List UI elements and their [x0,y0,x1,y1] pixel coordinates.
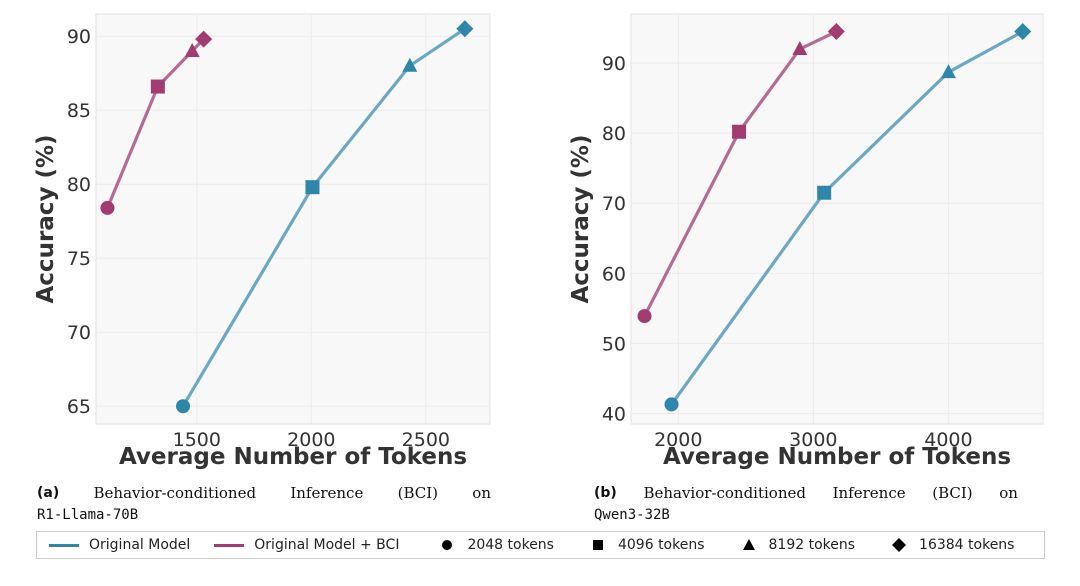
caption-a-word-2: Inference [290,484,364,502]
square-marker-icon [592,540,603,550]
triangle-marker-b-0-2 [940,64,956,79]
y-tick-label-b-1: 50 [602,333,626,355]
square-marker-b-1-1 [732,124,747,139]
legend-line-original [49,543,79,547]
triangle-marker-b-1-2 [792,41,808,56]
series-line-b-1 [643,30,838,317]
triangle-marker-a-1-2 [184,43,200,58]
diamond-marker-b-0-3 [1014,23,1032,41]
y-tick-label-a-4: 85 [67,100,91,122]
charts-canvas: 1500 2000 2500 65 70 75 80 85 90 Average Number o… [33,13,1044,470]
circle-marker-a-1-0 [100,200,115,215]
caption-b-word-1: Behavior-conditioned [643,484,806,502]
y-axis-label-a: Accuracy (%) [33,134,59,303]
series-line-b-0 [670,30,1024,406]
legend-label-original: Original Model [89,537,191,553]
legend-label-2048: 2048 tokens [467,537,554,553]
diamond-marker-a-1-3 [195,30,213,48]
legend-label-8192: 8192 tokens [768,537,856,553]
triangle-marker-icon [742,539,755,550]
caption-b-word-3: (BCI) [932,484,973,502]
circle-marker-icon [442,540,453,550]
legend-item-4096: 4096 tokens [590,537,705,553]
y-tick-label-a-1: 70 [67,322,91,344]
x-axis-label-a: Average Number of Tokens [119,444,467,470]
caption-b: (b) Behavior-conditioned Inference (BCI)… [594,482,1018,526]
circle-marker-b-1-0 [637,309,652,324]
legend: Original Model Original Model + BCI 2048… [36,531,1045,559]
y-tick-label-a-3: 80 [67,174,91,196]
legend-line-bci [214,543,245,547]
caption-b-model: Qwen3-32B [594,507,670,523]
y-tick-label-a-2: 75 [67,248,91,270]
y-tick-label-b-4: 80 [602,123,626,145]
diamond-marker-b-1-3 [827,23,845,41]
legend-item-bci: Original Model + BCI [214,537,399,553]
triangle-marker-a-0-2 [402,57,418,72]
x-tick-label-b-0: 2000 [654,429,702,451]
legend-item-16384: 16384 tokens [891,537,1014,553]
diamond-marker-icon [892,538,907,552]
caption-a-tag: (a) [37,485,60,501]
caption-b-word-2: Inference [832,484,906,502]
caption-a-word-4: on [472,484,491,502]
x-axis-label-b: Average Number of Tokens [663,444,1011,470]
y-tick-label-b-5: 90 [602,53,626,75]
square-marker-a-0-1 [305,180,320,195]
x-tick-label-b-1: 3000 [789,429,837,451]
x-tick-label-b-2: 4000 [924,429,972,451]
plot-area-b [630,13,1044,425]
y-axis-label-b: Accuracy (%) [568,134,594,303]
caption-b-tag: (b) [594,485,617,501]
legend-item-original: Original Model [49,537,190,553]
y-tick-label-b-2: 60 [602,263,626,285]
circle-marker-a-0-0 [176,399,191,414]
square-marker-b-0-1 [817,185,832,200]
caption-a-word-3: (BCI) [397,484,439,502]
y-tick-label-b-3: 70 [602,193,626,215]
x-tick-label-a-1: 2000 [287,429,335,451]
diamond-marker-a-0-3 [456,20,474,38]
legend-label-bci: Original Model + BCI [254,537,400,553]
x-tick-label-a-2: 2500 [402,429,450,451]
legend-label-4096: 4096 tokens [617,537,705,553]
legend-item-2048: 2048 tokens [439,537,554,553]
legend-label-16384: 16384 tokens [919,537,1015,553]
y-tick-label-a-5: 90 [67,26,91,48]
circle-marker-b-0-0 [664,397,679,412]
x-tick-label-a-0: 1500 [173,429,221,451]
series-line-a-1 [105,38,205,209]
series-line-a-0 [181,27,466,408]
y-tick-label-b-0: 40 [602,403,626,425]
caption-a-word-1: Behavior-conditioned [93,484,257,502]
caption-b-word-4: on [999,484,1018,502]
legend-item-8192: 8192 tokens [741,537,856,553]
square-marker-a-1-1 [150,79,165,94]
caption-a: (a) Behavior-conditioned Inference (BCI)… [37,482,491,526]
y-tick-label-a-0: 65 [67,396,91,418]
caption-a-model: R1-Llama-70B [37,507,139,523]
